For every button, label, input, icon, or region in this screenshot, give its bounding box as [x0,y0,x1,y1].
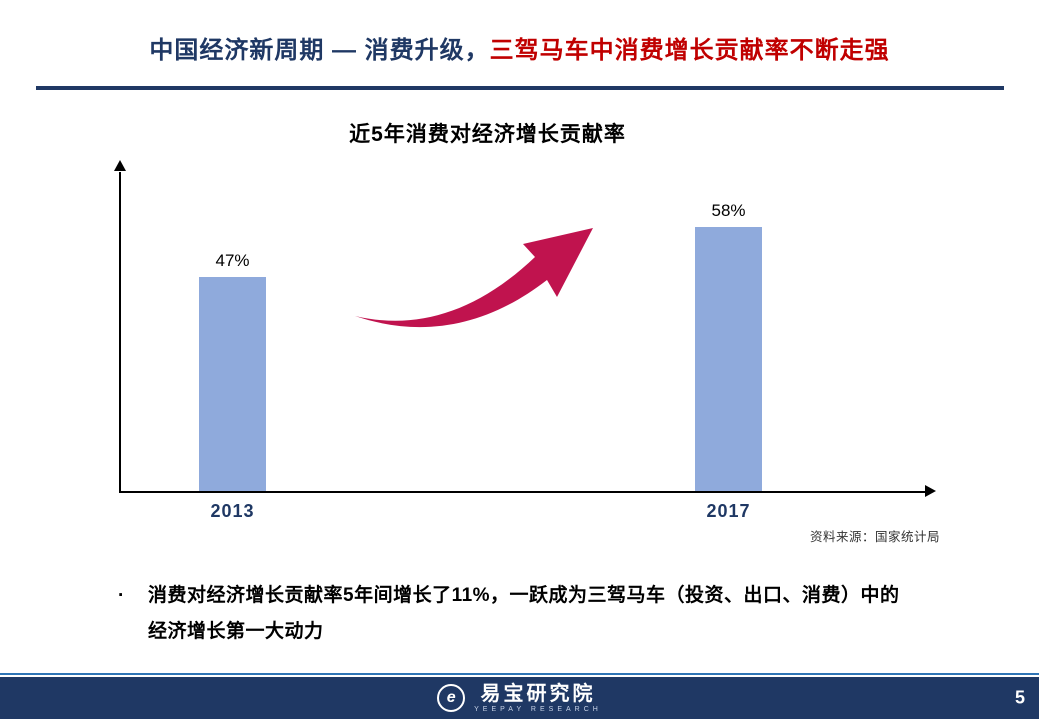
y-axis [119,172,121,493]
bar-group-2017: 58% 2017 [695,201,762,521]
yeepay-logo-name: 易宝研究院 [480,682,596,705]
x-axis-arrowhead-icon [925,485,936,497]
growth-arrow-icon [355,228,593,328]
growth-arrow-path [355,228,593,328]
bullet-marker: · [118,585,125,606]
yeepay-logo-letter: e [446,689,456,706]
bar-value-label-2013: 47% [215,251,250,270]
yeepay-logo-icon: e [437,684,466,712]
page-number: 5 [1014,687,1025,708]
bar-group-2013: 47% 2013 [199,251,266,521]
y-axis-arrowhead-icon [114,160,126,171]
footer-bar: e 易宝研究院 YEEPAY RESEARCH 5 [0,677,1039,719]
yeepay-logo-text-block: 易宝研究院 YEEPAY RESEARCH [474,683,602,714]
title-divider [36,86,1004,90]
slide-title-red-part: 三驾马车中消费增长贡献率不断走强 [489,37,890,64]
yeepay-logo-subtitle: YEEPAY RESEARCH [474,705,602,713]
yeepay-logo: e 易宝研究院 YEEPAY RESEARCH [437,683,602,714]
slide-title: 中国经济新周期 — 消费升级，三驾马车中消费增长贡献率不断走强 [0,30,1039,65]
slide-title-blue-part: 中国经济新周期 — 消费升级， [149,37,490,64]
x-axis [119,491,925,493]
category-label-2013: 2013 [210,501,255,521]
bullet-point: · 消费对经济增长贡献率5年间增长了11%，一跃成为三驾马车（投资、出口、消费）… [118,578,908,650]
bar-2013 [199,277,266,491]
bullet-text: 消费对经济增长贡献率5年间增长了11%，一跃成为三驾马车（投资、出口、消费）中的… [148,585,900,642]
category-label-2017: 2017 [706,501,751,521]
chart-title: 近5年消费对经济增长贡献率 [349,123,626,146]
bar-value-label-2017: 58% [711,201,746,220]
source-note: 资料来源：国家统计局 [809,530,940,544]
bar-2017 [695,227,762,491]
footer-accent-line [0,673,1039,675]
